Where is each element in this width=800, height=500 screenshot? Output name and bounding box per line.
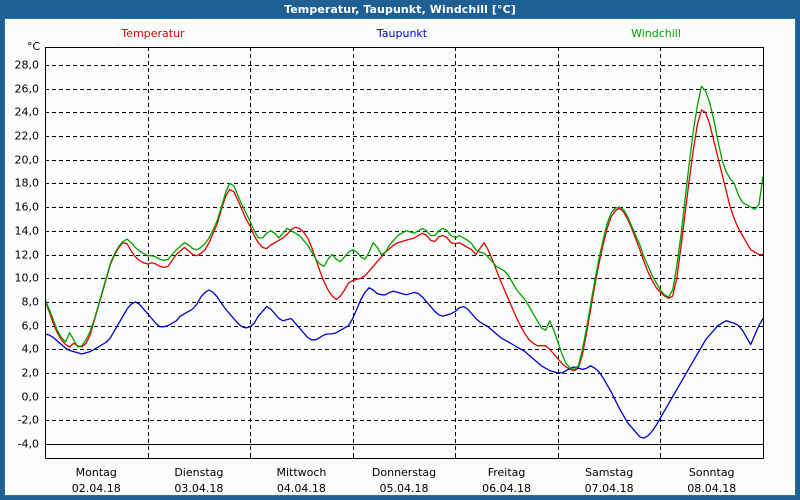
y-tick-label: 4,0 [21,342,40,356]
x-tick-label: Sonntag 08.04.18 [687,466,736,495]
x-tick-label: Mittwoch 04.04.18 [276,466,326,495]
chart-canvas: Temperatur Taupunkt Windchill °C 28,0 26,… [4,18,796,496]
gridlines [45,47,763,454]
series-line-temperatur [46,109,763,372]
legend-item-temperatur: Temperatur [121,27,185,40]
y-tick-label: 8,0 [21,295,40,309]
x-tick-dayname: Sonntag [688,466,735,479]
y-tick-label: 0,0 [21,390,40,404]
x-tick-dayname: Mittwoch [276,466,327,479]
series-line-windchill [46,85,763,371]
x-tick-daydate: 06.04.18 [482,482,532,495]
y-tick-label: 6,0 [21,319,40,333]
x-tick-daydate: 03.04.18 [174,482,224,495]
window-title: Temperatur, Taupunkt, Windchill [°C] [284,2,516,16]
y-tick-label: 28,0 [14,58,40,72]
x-tick-dayname: Freitag [487,466,526,479]
legend-item-taupunkt: Taupunkt [376,27,428,40]
x-tick-daydate: 07.04.18 [584,482,634,495]
x-tick-label: Samstag 07.04.18 [585,466,634,495]
x-tick-label: Freitag 06.04.18 [482,466,531,495]
y-tick-label: 20,0 [14,153,40,167]
y-tick-label: -2,0 [17,413,39,427]
x-tick-label: Montag 02.04.18 [72,466,121,495]
x-tick-label: Donnerstag 05.04.18 [372,466,436,495]
y-tick-label: 14,0 [14,224,40,238]
legend-item-windchill: Windchill [631,27,681,40]
y-axis-unit-label: °C [27,40,41,53]
y-tick-label: 18,0 [14,176,40,190]
series-line-taupunkt [46,287,763,439]
x-tick-dayname: Samstag [585,466,634,479]
x-tick-dayname: Montag [75,466,117,479]
plot-frame [45,47,764,459]
x-tick-daydate: 05.04.18 [379,482,429,495]
y-tick-label: 10,0 [14,271,40,285]
x-tick-daydate: 08.04.18 [687,482,737,495]
y-tick-label: 16,0 [14,200,40,214]
y-tick-label: 22,0 [14,129,40,143]
y-tick-label: 24,0 [14,105,40,119]
window-titlebar: Temperatur, Taupunkt, Windchill [°C] [0,0,800,18]
y-tick-label: 2,0 [21,366,40,380]
y-tick-label: -4,0 [17,437,39,451]
y-tick-label: 26,0 [14,82,40,96]
data-series-group [46,85,763,439]
plot-area [45,47,764,459]
x-tick-dayname: Donnerstag [371,466,437,479]
x-tick-dayname: Dienstag [174,466,224,479]
x-tick-daydate: 04.04.18 [276,482,326,495]
x-tick-daydate: 02.04.18 [71,482,121,495]
x-tick-label: Dienstag 03.04.18 [174,466,223,495]
y-tick-label: 12,0 [14,248,40,261]
